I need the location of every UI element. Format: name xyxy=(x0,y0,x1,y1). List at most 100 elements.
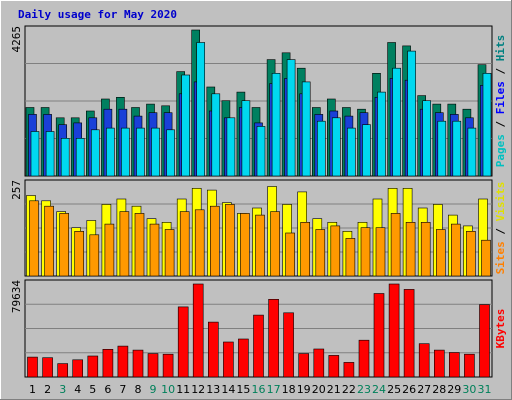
legend-entry: KBytes xyxy=(494,309,507,349)
bar-kbytes xyxy=(27,356,38,378)
bar-pages xyxy=(211,93,221,177)
y-max-label: 4265 xyxy=(10,26,23,53)
day-label: 20 xyxy=(312,383,326,396)
bar-pages xyxy=(181,74,190,177)
bar-kbytes xyxy=(238,338,249,378)
legend-entry: / xyxy=(494,61,507,81)
bar-kbytes xyxy=(418,343,430,378)
bar-kbytes xyxy=(57,363,69,378)
bar-kbytes xyxy=(102,348,114,378)
legend-entry: / xyxy=(494,114,507,134)
bar-pages xyxy=(347,127,356,177)
bar-sites xyxy=(164,229,175,277)
legend-entry: Hits xyxy=(494,35,507,62)
bar-sites xyxy=(134,213,145,277)
bar-sites xyxy=(104,223,115,277)
bar-sites xyxy=(270,211,280,277)
bar-pages xyxy=(166,129,175,177)
chart-title: Daily usage for May 2020 xyxy=(18,8,177,21)
bar-pages xyxy=(241,100,251,177)
bar-sites xyxy=(450,223,461,277)
bar-sites xyxy=(225,204,235,277)
day-label: 29 xyxy=(447,383,461,396)
day-label: 26 xyxy=(402,383,416,396)
kbytes-panel: 79634 KBytes xyxy=(10,279,507,378)
bar-sites xyxy=(29,200,39,277)
bar-sites xyxy=(89,234,100,277)
visits-panel: 257 Sites / Visits xyxy=(10,179,507,277)
bar-kbytes xyxy=(177,306,189,378)
day-label: 5 xyxy=(89,383,96,396)
day-label: 21 xyxy=(327,383,341,396)
day-label: 2 xyxy=(44,383,51,396)
legend-entry: Files xyxy=(494,81,507,114)
bar-kbytes xyxy=(313,348,325,378)
bar-kbytes xyxy=(162,353,174,378)
bar-kbytes xyxy=(223,341,234,378)
bar-kbytes xyxy=(328,355,340,378)
day-label: 22 xyxy=(342,383,356,396)
bar-kbytes xyxy=(87,355,99,378)
bar-pages xyxy=(136,127,145,177)
bar-kbytes xyxy=(268,298,279,378)
bar-sites xyxy=(466,231,476,277)
bar-sites xyxy=(345,238,356,277)
hits-panel: 4265 Pages / Files / Hits xyxy=(10,25,507,177)
bar-pages xyxy=(482,73,492,177)
bar-pages xyxy=(407,50,416,177)
day-label: 15 xyxy=(236,383,250,396)
bar-kbytes xyxy=(448,352,460,378)
bar-sites xyxy=(375,227,386,277)
day-label: 3 xyxy=(59,383,66,396)
bar-pages xyxy=(45,131,55,177)
day-label: 1 xyxy=(29,383,36,396)
bar-pages xyxy=(226,117,236,177)
bar-sites xyxy=(285,232,295,277)
bar-pages xyxy=(437,120,447,177)
day-labels: 1 2 3 4 5 6 7 8 9 10 11 12 13 14 15 16 17 18 19 20 21 22 23 24 2… xyxy=(29,383,492,396)
bar-sites xyxy=(210,205,220,277)
bar-sites xyxy=(360,227,371,277)
bar-kbytes xyxy=(253,314,264,378)
bar-kbytes xyxy=(208,321,219,378)
series-kbytes xyxy=(27,283,490,378)
bar-kbytes xyxy=(479,304,490,378)
series-legend: KBytes xyxy=(494,309,507,349)
bar-pages xyxy=(256,126,266,177)
bar-kbytes xyxy=(373,293,385,378)
bar-pages xyxy=(452,120,462,177)
y-max-label: 79634 xyxy=(10,280,23,313)
day-label: 7 xyxy=(119,383,126,396)
bar-kbytes xyxy=(298,353,310,378)
bar-kbytes xyxy=(147,353,159,378)
bar-pages xyxy=(392,67,401,177)
bar-pages xyxy=(60,138,70,177)
day-label: 16 xyxy=(252,383,266,396)
bar-kbytes xyxy=(283,312,294,378)
day-label: 25 xyxy=(387,383,401,396)
day-label: 4 xyxy=(74,383,81,396)
bar-sites xyxy=(149,223,160,277)
bar-sites xyxy=(481,239,491,277)
bar-pages xyxy=(467,127,477,177)
legend-entry: Sites xyxy=(494,241,507,274)
bar-kbytes xyxy=(403,289,415,378)
bar-pages xyxy=(106,127,115,177)
bar-sites xyxy=(405,222,416,277)
bar-kbytes xyxy=(433,349,445,378)
bar-sites xyxy=(435,229,446,277)
day-label: 12 xyxy=(191,383,205,396)
legend-entry: Visits xyxy=(494,182,507,222)
day-label: 19 xyxy=(297,383,311,396)
bar-pages xyxy=(75,138,85,177)
bar-kbytes xyxy=(117,345,129,378)
bar-pages xyxy=(30,131,40,177)
bar-sites xyxy=(300,222,311,277)
day-label: 31 xyxy=(478,383,492,396)
day-label: 6 xyxy=(104,383,111,396)
series-sites xyxy=(29,200,491,277)
series-legend: Pages / Files / Hits xyxy=(494,35,507,168)
bar-sites xyxy=(59,213,70,277)
bar-kbytes xyxy=(388,283,400,378)
